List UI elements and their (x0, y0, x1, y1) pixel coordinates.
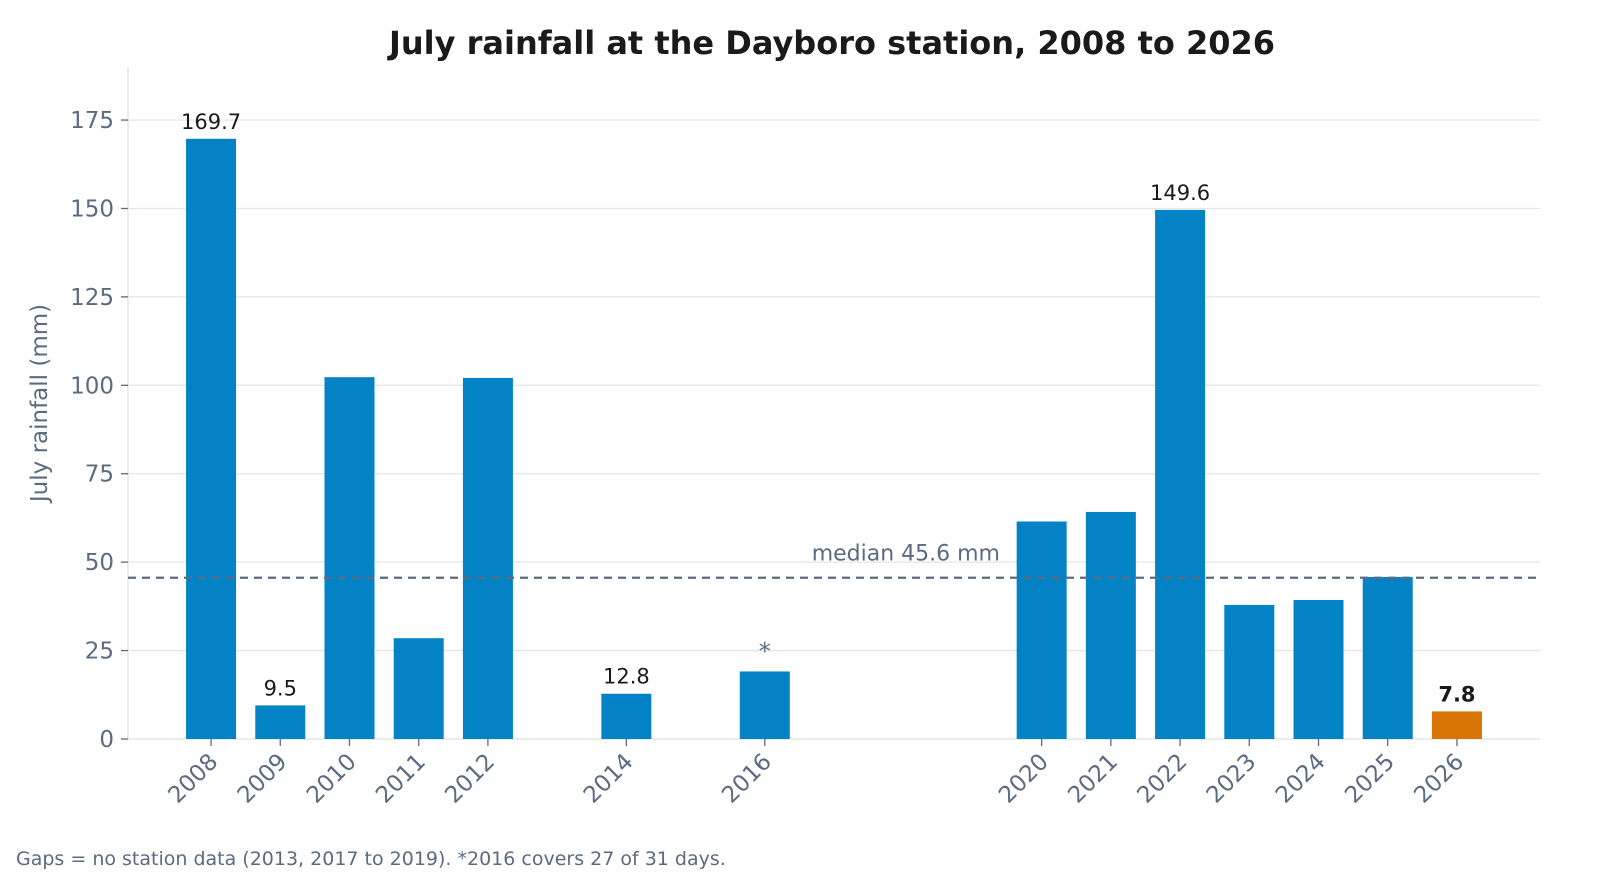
bar-2009 (255, 705, 306, 739)
x-tick-label-2008: 2008 (164, 749, 224, 809)
x-tick-label-2021: 2021 (1063, 749, 1123, 809)
y-axis-ticks: 0 25 50 75 100 125 150 175 (70, 108, 128, 753)
footnote: Gaps = no station data (2013, 2017 to 20… (16, 848, 726, 870)
bars (186, 138, 1482, 739)
median-label: median 45.6 mm (812, 542, 1000, 567)
data-label-2022: 149.6 (1150, 181, 1210, 205)
y-axis-label: July rainfall (mm) (27, 304, 53, 504)
y-tick-label-75: 75 (85, 462, 114, 488)
y-tick-label-25: 25 (85, 639, 114, 665)
x-tick-label-2024: 2024 (1271, 749, 1331, 809)
x-tick-label-2022: 2022 (1133, 749, 1193, 809)
bar-2025 (1362, 577, 1413, 739)
bar-2011 (393, 638, 444, 739)
y-tick-label-125: 125 (70, 285, 114, 311)
x-tick-label-2011: 2011 (371, 749, 431, 809)
x-tick-label-2023: 2023 (1202, 749, 1262, 809)
bar-2014 (601, 693, 652, 739)
data-label-2026: 7.8 (1438, 682, 1475, 706)
bar-2023 (1224, 604, 1275, 739)
bar-2012 (462, 377, 513, 739)
x-tick-label-2025: 2025 (1340, 749, 1400, 809)
annotation-2016: * (759, 637, 771, 665)
x-axis-ticks: 2008 2009 2010 2011 2012 2014 2016 2020 2021 2022… (164, 739, 1469, 809)
y-tick-label-175: 175 (70, 108, 114, 134)
bar-2022 (1155, 209, 1206, 739)
y-tick-label-0: 0 (99, 727, 114, 753)
data-labels: 169.7 9.5 12.8 149.6 7.8 * (181, 110, 1476, 707)
y-tick-label-150: 150 (70, 196, 114, 222)
x-tick-label-2026: 2026 (1409, 749, 1469, 809)
y-tick-label-50: 50 (85, 550, 114, 576)
x-tick-label-2020: 2020 (994, 749, 1054, 809)
bar-2021 (1085, 511, 1136, 739)
bar-2024 (1293, 600, 1344, 739)
x-tick-label-2012: 2012 (440, 749, 500, 809)
bar-2020 (1016, 521, 1067, 739)
bar-2010 (324, 377, 375, 739)
bar-2008 (186, 138, 237, 739)
x-tick-label-2014: 2014 (579, 749, 639, 809)
data-label-2008: 169.7 (181, 110, 241, 134)
y-tick-label-100: 100 (70, 373, 114, 399)
x-tick-label-2009: 2009 (233, 749, 293, 809)
median-line-group: median 45.6 mm (128, 542, 1540, 579)
data-label-2014: 12.8 (603, 665, 650, 689)
bar-2016 (739, 671, 790, 739)
x-tick-label-2010: 2010 (302, 749, 362, 809)
data-label-2009: 9.5 (264, 676, 297, 700)
x-tick-label-2016: 2016 (717, 749, 777, 809)
chart-title: July rainfall at the Dayboro station, 20… (387, 24, 1275, 62)
bar-2026 (1431, 711, 1482, 739)
